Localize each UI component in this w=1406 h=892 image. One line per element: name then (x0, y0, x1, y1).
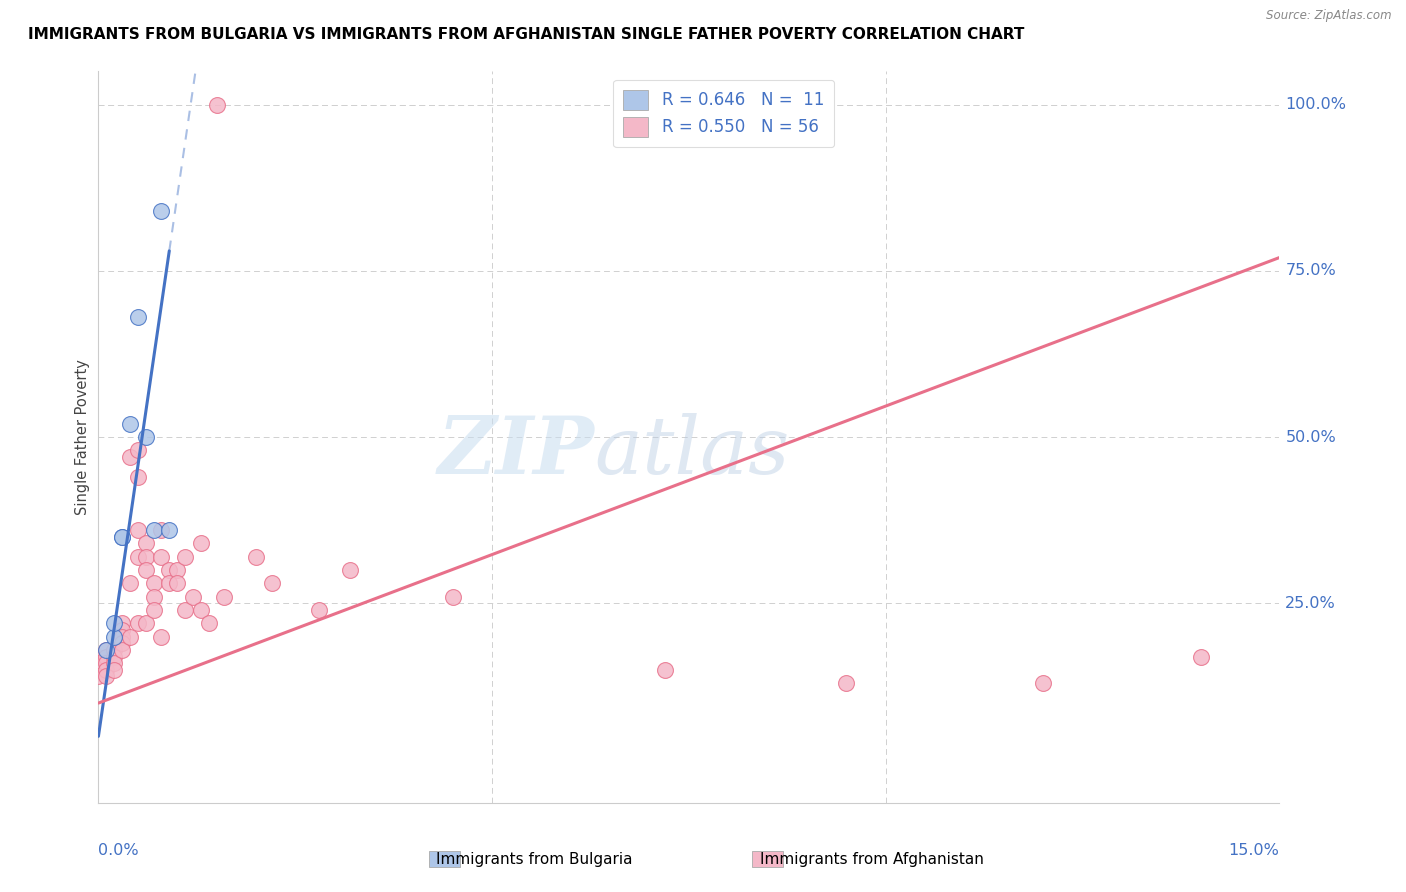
Text: 0.0%: 0.0% (98, 843, 139, 858)
Point (135, 430, 157, 444)
Point (87, 656, 110, 670)
Point (150, 204, 173, 219)
Point (96, 656, 118, 670)
Point (142, 590, 165, 604)
Point (111, 643, 134, 657)
Point (111, 530, 134, 544)
Point (96, 663, 118, 677)
Point (96, 649, 118, 664)
Point (111, 636, 134, 650)
Point (103, 663, 125, 677)
Point (118, 450, 141, 464)
Point (441, 590, 464, 604)
Point (127, 443, 149, 458)
Point (166, 576, 188, 591)
Text: ZIP: ZIP (437, 413, 595, 491)
Point (96, 669, 118, 683)
Point (111, 623, 134, 637)
Point (150, 523, 173, 537)
Point (150, 549, 173, 564)
Point (654, 663, 676, 677)
Point (127, 470, 149, 484)
Point (96, 643, 118, 657)
Point (190, 536, 212, 550)
Point (157, 563, 180, 577)
Point (103, 649, 125, 664)
Point (103, 656, 125, 670)
Point (118, 576, 141, 591)
Text: Immigrants from Bulgaria: Immigrants from Bulgaria (436, 852, 633, 867)
Text: atlas: atlas (595, 413, 790, 491)
Point (1189, 649, 1212, 664)
Point (127, 549, 149, 564)
Point (135, 536, 157, 550)
Point (142, 576, 165, 591)
Point (142, 603, 165, 617)
Text: 25.0%: 25.0% (1285, 596, 1336, 611)
Point (166, 563, 188, 577)
Point (142, 523, 165, 537)
Point (111, 630, 134, 644)
Point (87, 669, 110, 683)
Point (103, 643, 125, 657)
Text: 100.0%: 100.0% (1285, 97, 1347, 112)
Text: IMMIGRANTS FROM BULGARIA VS IMMIGRANTS FROM AFGHANISTAN SINGLE FATHER POVERTY CO: IMMIGRANTS FROM BULGARIA VS IMMIGRANTS F… (28, 27, 1025, 42)
Point (205, 97, 228, 112)
Point (135, 563, 157, 577)
Point (190, 603, 212, 617)
Point (339, 563, 361, 577)
Point (835, 676, 858, 690)
Point (214, 590, 236, 604)
Point (135, 549, 157, 564)
Point (127, 523, 149, 537)
Point (308, 603, 330, 617)
Y-axis label: Single Father Poverty: Single Father Poverty (75, 359, 90, 515)
Point (174, 603, 197, 617)
Point (260, 576, 283, 591)
Point (135, 616, 157, 631)
Point (174, 549, 197, 564)
Point (150, 630, 173, 644)
Point (96, 643, 118, 657)
Text: 50.0%: 50.0% (1285, 430, 1336, 444)
Point (103, 616, 125, 631)
Point (197, 616, 219, 631)
Point (111, 530, 134, 544)
Point (87, 649, 110, 664)
Point (1032, 676, 1054, 690)
Legend: R = 0.646   N =  11, R = 0.550   N = 56: R = 0.646 N = 11, R = 0.550 N = 56 (613, 79, 834, 147)
Text: 15.0%: 15.0% (1229, 843, 1279, 858)
Point (245, 549, 267, 564)
Text: Source: ZipAtlas.com: Source: ZipAtlas.com (1267, 9, 1392, 22)
Point (103, 630, 125, 644)
Point (118, 630, 141, 644)
Text: Immigrants from Afghanistan: Immigrants from Afghanistan (759, 852, 984, 867)
Point (111, 616, 134, 631)
Point (157, 523, 180, 537)
Text: 75.0%: 75.0% (1285, 263, 1336, 278)
Point (127, 616, 149, 631)
Point (157, 576, 180, 591)
Point (127, 310, 149, 325)
Point (118, 417, 141, 431)
Point (181, 590, 204, 604)
